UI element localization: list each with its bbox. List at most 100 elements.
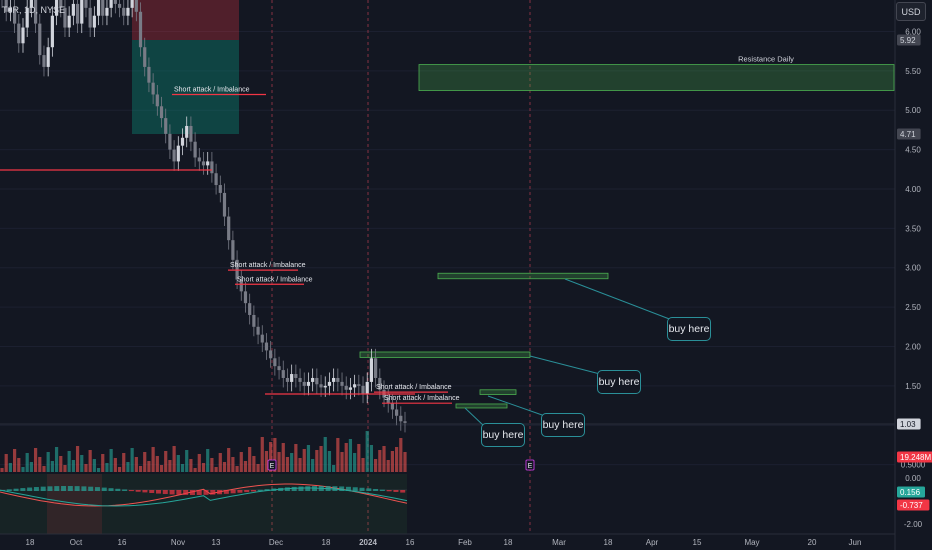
candle-body [151,82,155,95]
x-tick-label: Nov [171,538,185,547]
candle-body [12,7,17,24]
osc-histogram-bar [149,490,155,494]
osc-histogram-bar [189,490,195,495]
y-tick-label: 3.00 [905,264,921,273]
candle-body [38,23,42,56]
candles [1,0,407,433]
volume-bar [96,468,101,472]
candle-body [210,161,214,174]
risk-zone [132,0,239,40]
candle-body [54,0,59,16]
price-tag [897,128,921,140]
osc-histogram-bar [244,490,250,493]
osc-red-band [47,474,102,534]
x-tick-label: 13 [212,538,221,547]
annotation-label: Short attack / Imbalance [230,262,306,269]
volume-bar [159,465,164,472]
y-tick-label: 2.50 [905,303,921,312]
x-tick-label: 20 [808,538,817,547]
currency-button[interactable]: USD [896,2,926,21]
candle-body [92,15,96,28]
candle-body [269,350,273,359]
callout-connector [529,355,601,375]
osc-histogram-bar [379,489,385,491]
x-tick-label: Dec [269,538,283,547]
callout-connector [564,278,673,321]
candle-body [25,7,29,28]
candle-body [260,334,264,343]
x-tick-label: 18 [26,538,35,547]
price-tag-label: 19.248M [900,453,931,462]
volume-bar [206,449,210,472]
volume-bar [201,463,206,472]
candle-body [50,15,54,48]
callout-4: buy here [481,423,525,447]
callout-1: buy here [667,317,711,341]
volume-bar [235,466,239,472]
candle-body [143,47,147,67]
osc-histogram-bar [101,487,107,491]
volume-bar [176,455,180,472]
x-tick-label: 2024 [359,538,377,547]
candle-body [122,7,126,16]
y-tick-label: 1.50 [905,382,921,391]
x-tick-label: Feb [458,538,472,547]
candle-body [302,381,306,386]
x-tick-label: Apr [646,538,659,547]
volume-bar [180,464,185,472]
volume-bar [101,454,105,472]
candle-body [8,7,12,12]
candle-body [126,7,130,16]
candle-body [67,15,71,28]
osc-histogram-bar [325,486,331,491]
osc-histogram-bar [366,488,372,491]
osc-histogram-bar [183,490,189,495]
osc-histogram-bar [128,490,134,492]
volume-bar [344,443,348,472]
candle-body [206,161,210,166]
candle-body [155,94,159,107]
x-tick-label: 16 [118,538,127,547]
candle-body [252,314,256,327]
osc-histogram-bar [230,490,236,494]
y-tick-label: 4.00 [905,185,921,194]
callout-3: buy here [541,413,585,437]
osc-histogram-bar [81,486,87,491]
volume-bar [248,447,252,472]
candle-body [105,7,109,16]
candle-body [101,0,105,16]
volume-bar [306,445,311,472]
volume-bar [105,463,109,472]
y-tick-label: 2.00 [905,342,921,351]
candle-body [185,125,189,138]
candle-body [374,358,378,378]
osc-histogram-bar [373,488,379,491]
volume-bar [92,459,96,472]
candle-body [298,377,302,382]
osc-histogram-bar [176,490,182,495]
candle-body [256,326,260,335]
volume-bar [54,447,59,472]
volume-bar [260,437,264,472]
osc-histogram-bar [169,490,175,495]
price-tag-label: 4.71 [900,130,916,139]
volume-bar [4,454,8,472]
x-tick-label: 15 [693,538,702,547]
annotation-label: Short attack / Imbalance [237,276,313,283]
volume-bar [80,455,84,472]
annotation-label: Short attack / Imbalance [376,384,452,391]
osc-histogram-bar [359,487,365,491]
candle-body [348,387,353,390]
volume-bar [290,453,294,472]
candle-body [319,384,323,388]
volume-bar [281,443,285,472]
y-tick-label: 0.5000 [901,461,926,470]
candle-body [311,377,315,382]
candle-body [88,7,92,28]
osc-histogram-bar [332,486,338,491]
grid [0,0,895,534]
volume-bar [75,446,80,472]
osc-histogram-bar [61,486,67,491]
volume-bar [340,452,344,472]
